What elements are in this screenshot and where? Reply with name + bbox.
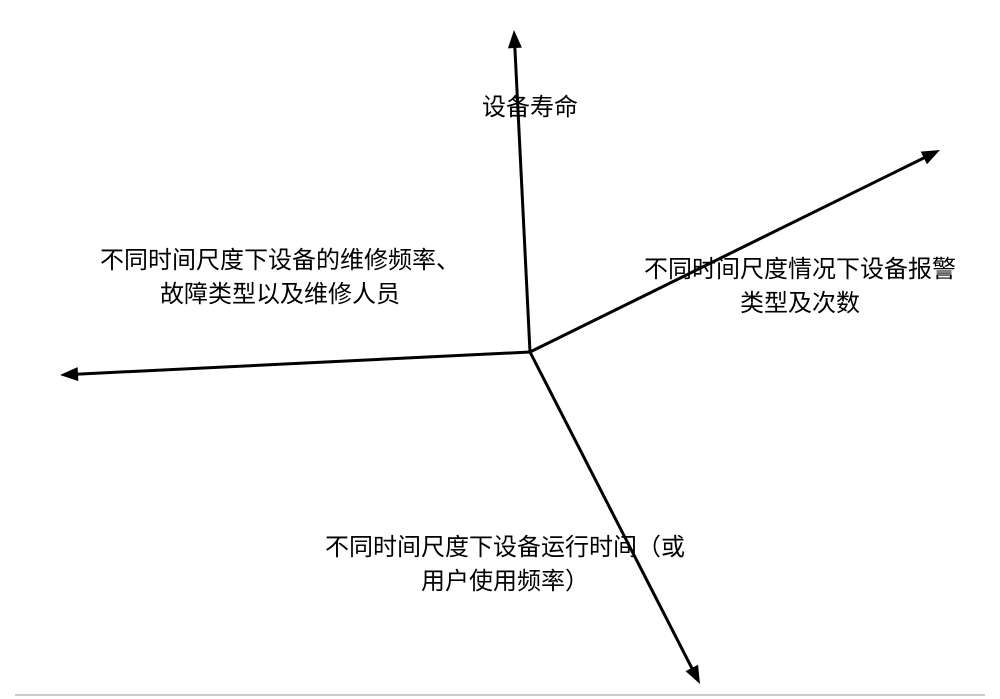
axis-label-upper-right: 不同时间尺度情况下设备报警类型及次数 (620, 254, 980, 321)
axis-left (71, 352, 530, 374)
axis-arrow-top (508, 30, 522, 48)
axis-arrow-upper-right (921, 150, 940, 164)
axis-arrow-left (60, 367, 78, 381)
axis-label-top: 设备寿命 (430, 92, 630, 126)
axis-label-lower-right: 不同时间尺度下设备运行时间（或用户使用频率） (295, 532, 715, 599)
axis-lower-right (530, 352, 695, 674)
axis-arrow-lower-right (686, 665, 700, 684)
axis-label-left: 不同时间尺度下设备的维修频率、故障类型以及维修人员 (70, 245, 490, 312)
axis-top (515, 41, 530, 352)
